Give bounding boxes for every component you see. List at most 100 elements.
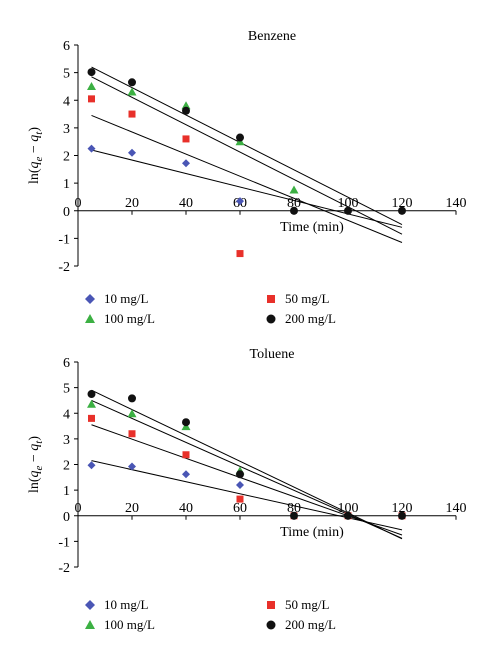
trendline-circle xyxy=(91,66,403,226)
y-tick-label: 5 xyxy=(63,67,70,82)
data-point-triangle xyxy=(289,185,299,194)
x-tick-label: 120 xyxy=(392,501,413,516)
trendline-diamond xyxy=(91,460,403,531)
y-tick-label: 1 xyxy=(63,177,70,192)
data-point-square xyxy=(88,414,95,422)
data-point-triangle xyxy=(87,81,96,90)
triangle-marker-icon xyxy=(82,619,98,631)
y-tick-label: -1 xyxy=(58,232,70,247)
chart-title: Benzene xyxy=(248,29,296,44)
x-tick-label: 60 xyxy=(233,501,247,516)
data-point-circle xyxy=(398,511,406,520)
trendline-diamond xyxy=(91,149,403,228)
legend-item-50: 50 mg/L xyxy=(263,597,329,613)
x-tick-label: 140 xyxy=(446,501,467,516)
legend-item-10: 10 mg/L xyxy=(82,597,148,613)
x-tick-label: 20 xyxy=(125,196,139,211)
legend-label: 200 mg/L xyxy=(285,617,336,632)
y-tick-label: 0 xyxy=(63,205,70,220)
square-marker-icon xyxy=(263,599,279,611)
trendline-circle xyxy=(91,389,403,540)
data-point-diamond xyxy=(236,197,244,206)
legend-item-10: 10 mg/L xyxy=(82,291,148,307)
y-tick-label: 4 xyxy=(63,94,70,109)
data-point-triangle xyxy=(181,101,191,110)
y-tick-label: 1 xyxy=(63,484,70,499)
data-point-square xyxy=(236,495,244,503)
trendline-triangle xyxy=(91,399,403,539)
data-point-diamond xyxy=(87,461,96,470)
y-tick-label: 6 xyxy=(63,356,70,371)
data-point-circle xyxy=(182,418,190,427)
data-point-diamond xyxy=(182,470,190,479)
data-point-circle xyxy=(87,68,96,77)
y-tick-label: 0 xyxy=(63,510,70,525)
circle-marker-icon xyxy=(263,619,279,631)
chart-benzene: Benzene-2-10123456020406080100120140Time… xyxy=(27,29,467,275)
x-tick-label: 0 xyxy=(75,196,82,211)
y-tick-label: -2 xyxy=(58,260,70,275)
data-point-square xyxy=(182,451,190,459)
y-tick-label: -1 xyxy=(58,535,70,550)
data-point-circle xyxy=(128,394,136,403)
data-point-diamond xyxy=(182,159,190,168)
x-tick-label: 20 xyxy=(125,501,139,516)
x-tick-label: 140 xyxy=(446,196,467,211)
legend-item-50: 50 mg/L xyxy=(263,291,329,307)
y-tick-label: 6 xyxy=(63,39,70,54)
data-point-circle xyxy=(344,511,352,520)
diamond-marker-icon xyxy=(82,599,98,611)
data-point-diamond xyxy=(128,148,136,157)
data-point-circle xyxy=(290,511,298,520)
legend-label: 10 mg/L xyxy=(104,597,149,612)
data-point-circle xyxy=(128,78,136,87)
data-point-square xyxy=(236,250,244,258)
legend-label: 200 mg/L xyxy=(285,311,336,326)
data-point-square xyxy=(128,430,136,438)
x-tick-label: 40 xyxy=(179,196,193,211)
y-axis-label: ln(qe − qt) xyxy=(27,436,45,493)
data-point-triangle xyxy=(127,87,137,96)
y-tick-label: -2 xyxy=(58,561,70,576)
data-point-triangle xyxy=(87,399,96,408)
diamond-marker-icon xyxy=(82,293,98,305)
square-marker-icon xyxy=(263,293,279,305)
data-point-diamond xyxy=(236,481,244,489)
legend-label: 50 mg/L xyxy=(285,291,330,306)
legend-label: 100 mg/L xyxy=(104,617,155,632)
data-point-circle xyxy=(398,206,406,215)
y-axis-label: ln(qe − qt) xyxy=(27,127,45,184)
triangle-marker-icon xyxy=(82,313,98,325)
circle-marker-icon xyxy=(263,313,279,325)
legend-label: 100 mg/L xyxy=(104,311,155,326)
data-point-circle xyxy=(182,106,190,115)
data-point-circle xyxy=(290,206,298,215)
legend-label: 50 mg/L xyxy=(285,597,330,612)
data-point-diamond xyxy=(128,462,136,471)
data-point-square xyxy=(128,110,136,118)
y-tick-label: 2 xyxy=(63,459,70,474)
y-tick-label: 3 xyxy=(63,433,70,448)
x-axis-label: Time (min) xyxy=(280,220,344,235)
chart-title: Toluene xyxy=(250,347,295,362)
y-tick-label: 3 xyxy=(63,122,70,137)
legend-item-100: 100 mg/L xyxy=(82,617,155,633)
data-point-circle xyxy=(344,206,352,215)
data-point-triangle xyxy=(127,409,137,418)
trendline-square xyxy=(91,424,403,536)
data-point-diamond xyxy=(87,144,96,153)
legend-item-200: 200 mg/L xyxy=(263,617,336,633)
legend-item-100: 100 mg/L xyxy=(82,311,155,327)
data-point-square xyxy=(88,95,95,103)
x-tick-label: 40 xyxy=(179,501,193,516)
legend-item-200: 200 mg/L xyxy=(263,311,336,327)
y-tick-label: 5 xyxy=(63,382,70,397)
data-point-square xyxy=(182,135,190,143)
x-axis-label: Time (min) xyxy=(280,525,344,540)
y-tick-label: 4 xyxy=(63,407,70,422)
data-point-circle xyxy=(236,470,244,479)
legend-label: 10 mg/L xyxy=(104,291,149,306)
y-tick-label: 2 xyxy=(63,150,70,165)
